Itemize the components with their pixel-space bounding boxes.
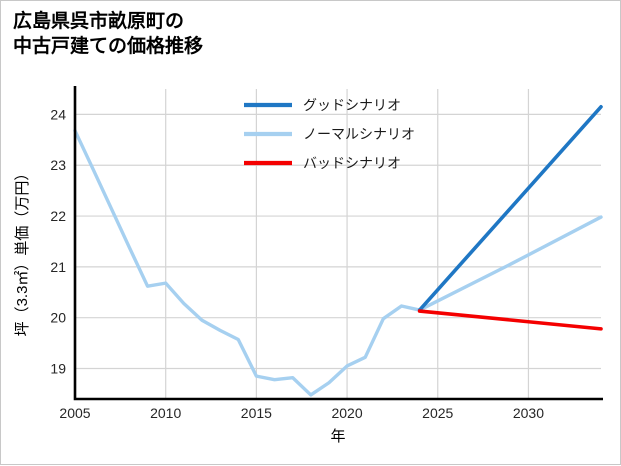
series-layer <box>73 104 603 397</box>
x-tick-label: 2025 <box>422 405 453 421</box>
x-tick-label: 2020 <box>331 405 362 421</box>
page-title: 広島県呉市畝原町の 中古戸建ての価格推移 <box>13 11 204 58</box>
x-tick-label: 2015 <box>241 405 272 421</box>
y-tick-label: 22 <box>50 208 66 224</box>
y-tick-label: 24 <box>50 106 66 122</box>
legend-label: ノーマルシナリオ <box>303 126 415 142</box>
x-axis-title: 年 <box>330 428 345 445</box>
series-line <box>417 309 603 331</box>
y-tick-label: 23 <box>50 157 66 173</box>
x-tick-label: 2010 <box>150 405 181 421</box>
x-tick-label: 2030 <box>513 405 544 421</box>
x-tick-label: 2005 <box>59 405 90 421</box>
y-tick-labels: 19 20 21 22 23 24 <box>50 106 66 376</box>
y-tick-label: 19 <box>50 361 66 377</box>
x-tick-labels: 2005 2010 2015 2020 2025 2030 <box>59 405 544 421</box>
y-axis-title: 坪（3.3㎡）単価（万円） <box>14 166 31 337</box>
axis-lines <box>73 86 603 401</box>
series-line <box>73 128 603 397</box>
y-tick-label: 20 <box>50 310 66 326</box>
y-tick-label: 21 <box>50 259 66 275</box>
legend-label: バッドシナリオ <box>303 155 401 171</box>
series-line <box>417 104 603 312</box>
legend-label: グッドシナリオ <box>303 97 401 113</box>
